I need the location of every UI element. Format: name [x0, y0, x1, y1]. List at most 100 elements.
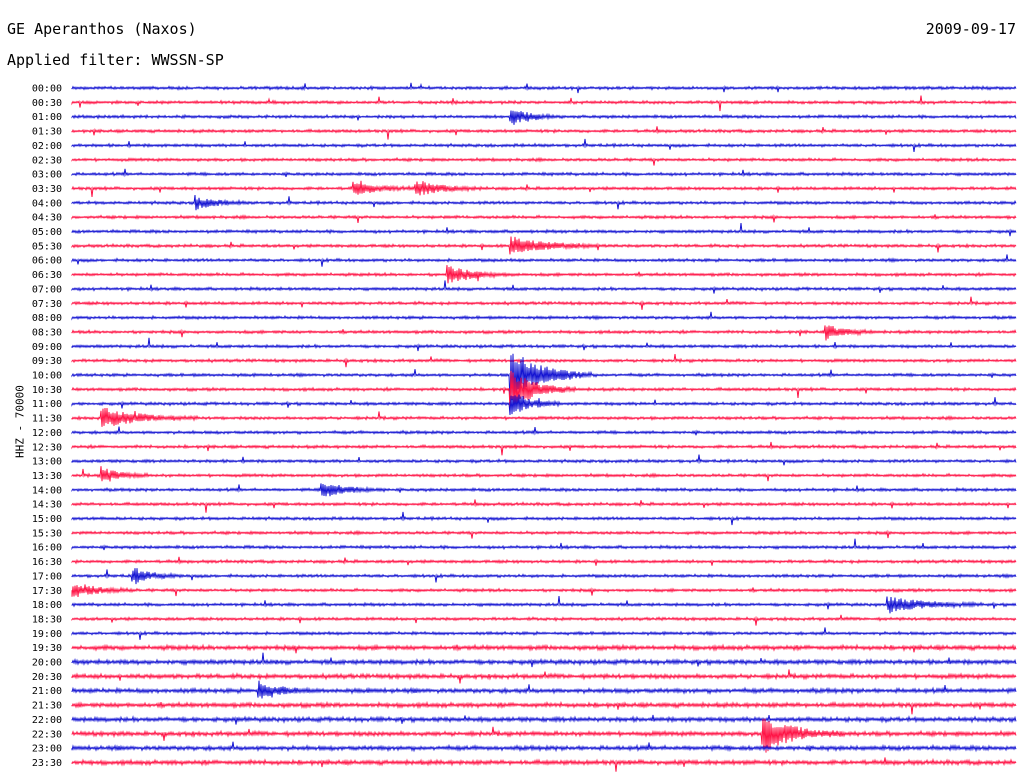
trace-2130: [71, 700, 1017, 715]
trace-0830: [71, 325, 1017, 341]
row-tick-label: 23:00: [32, 744, 62, 755]
row-tick-label: 03:00: [32, 170, 62, 181]
row-tick-label: 02:00: [32, 141, 62, 152]
trace-2100: [71, 680, 1017, 699]
trace-1400: [71, 483, 1017, 497]
row-tick-label: 08:30: [32, 327, 62, 338]
row-tick-label: 01:30: [32, 127, 62, 138]
row-tick-label: 07:30: [32, 299, 62, 310]
trace-1200: [71, 426, 1017, 436]
row-tick-label: 03:30: [32, 184, 62, 195]
trace-0100: [71, 110, 1017, 125]
row-tick-label: 06:00: [32, 256, 62, 267]
row-tick-label: 20:30: [32, 672, 62, 683]
trace-1130: [71, 407, 1017, 427]
trace-0730: [71, 296, 1017, 310]
trace-2200: [71, 714, 1017, 725]
row-tick-label: 23:30: [32, 758, 62, 769]
trace-0330: [71, 180, 1017, 198]
trace-0930: [71, 354, 1017, 368]
trace-0530: [71, 236, 1017, 255]
trace-1330: [71, 466, 1017, 482]
row-tick-label: 11:00: [32, 399, 62, 410]
trace-0430: [71, 213, 1017, 223]
row-tick-label: 02:30: [32, 155, 62, 166]
row-tick-labels: 00:00 00:30 01:00 01:30 02:00 02:30 03:00 03:30…: [32, 84, 62, 769]
row-tick-label: 14:30: [32, 500, 62, 511]
row-tick-label: 05:30: [32, 241, 62, 252]
row-tick-label: 21:30: [32, 701, 62, 712]
trace-1730: [71, 584, 1017, 597]
row-tick-label: 21:00: [32, 686, 62, 697]
trace-2230: [71, 718, 1017, 753]
row-tick-label: 16:30: [32, 557, 62, 568]
trace-1430: [71, 499, 1017, 513]
row-tick-label: 15:00: [32, 514, 62, 525]
row-tick-label: 04:00: [32, 198, 62, 209]
trace-0130: [71, 126, 1017, 140]
trace-1530: [71, 529, 1017, 539]
trace-1500: [71, 511, 1017, 526]
trace-0630: [71, 265, 1017, 284]
row-tick-label: 10:30: [32, 385, 62, 396]
seismic-traces: [71, 82, 1017, 772]
trace-0900: [71, 337, 1017, 352]
trace-1800: [71, 596, 1017, 614]
trace-1700: [71, 568, 1017, 585]
trace-0300: [71, 168, 1017, 178]
trace-2330: [71, 757, 1017, 772]
trace-0030: [71, 95, 1017, 112]
trace-2030: [71, 669, 1017, 684]
row-tick-label: 18:30: [32, 614, 62, 625]
row-tick-label: 17:30: [32, 586, 62, 597]
row-tick-label: 19:30: [32, 643, 62, 654]
trace-1630: [71, 556, 1017, 566]
trace-0500: [71, 222, 1017, 237]
trace-1030: [71, 370, 1017, 409]
row-tick-label: 16:00: [32, 543, 62, 554]
row-tick-label: 22:00: [32, 715, 62, 726]
row-tick-label: 18:00: [32, 600, 62, 611]
row-tick-label: 22:30: [32, 729, 62, 740]
trace-1230: [71, 441, 1017, 456]
row-tick-label: 15:30: [32, 528, 62, 539]
trace-1300: [71, 454, 1017, 466]
record-date: 2009-09-17: [925, 20, 1016, 38]
row-tick-label: 08:00: [32, 313, 62, 324]
channel-axis-label: HHZ - 70000: [13, 385, 27, 458]
row-tick-label: 13:00: [32, 457, 62, 468]
row-tick-label: 00:30: [32, 98, 62, 109]
trace-1830: [71, 614, 1017, 626]
row-tick-label: 12:30: [32, 442, 62, 453]
row-tick-label: 12:00: [32, 428, 62, 439]
trace-1600: [71, 538, 1017, 551]
row-tick-label: 13:30: [32, 471, 62, 482]
row-tick-label: 05:00: [32, 227, 62, 238]
trace-0600: [71, 254, 1017, 267]
filter-label: Applied filter: WWSSN-SP: [7, 51, 224, 69]
row-tick-label: 06:30: [32, 270, 62, 281]
trace-0700: [71, 280, 1017, 294]
trace-0200: [71, 138, 1017, 152]
row-tick-label: 04:30: [32, 213, 62, 224]
station-title: GE Aperanthos (Naxos): [7, 20, 197, 38]
row-tick-label: 17:00: [32, 571, 62, 582]
row-tick-label: 14:00: [32, 485, 62, 496]
trace-2300: [71, 741, 1017, 753]
trace-1100: [71, 394, 1017, 415]
trace-2000: [71, 652, 1017, 668]
trace-0000: [71, 82, 1017, 94]
trace-0400: [71, 194, 1017, 211]
row-tick-label: 09:00: [32, 342, 62, 353]
row-tick-label: 01:00: [32, 112, 62, 123]
row-tick-label: 00:00: [32, 84, 62, 95]
row-tick-label: 19:00: [32, 629, 62, 640]
trace-1000: [71, 353, 1017, 404]
trace-0800: [71, 311, 1017, 321]
trace-1930: [71, 643, 1017, 654]
row-tick-label: 07:00: [32, 284, 62, 295]
row-tick-label: 09:30: [32, 356, 62, 367]
row-tick-label: 20:00: [32, 658, 62, 669]
trace-1900: [71, 627, 1017, 640]
row-tick-label: 10:00: [32, 371, 62, 382]
